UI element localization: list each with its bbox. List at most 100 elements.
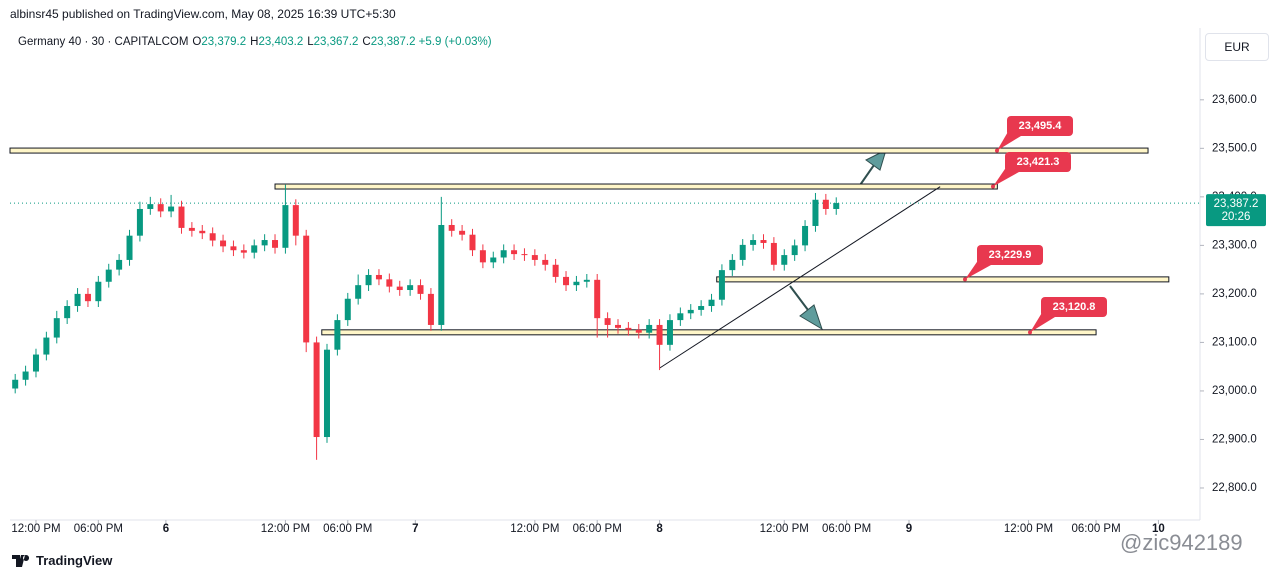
candle-body (573, 281, 580, 286)
level-zone (274, 183, 998, 190)
candle-body (729, 259, 736, 271)
candle-body (698, 306, 705, 310)
x-tick-label: 8 (656, 523, 663, 535)
candle-body (251, 245, 258, 253)
candle-body (718, 270, 725, 300)
candle-body (677, 313, 684, 321)
y-tick-label: 22,800.0 (1212, 482, 1257, 494)
symbol: Germany 40 · 30 · CAPITALCOM (18, 36, 189, 48)
candle-body (188, 227, 195, 231)
x-tick-label: 12:00 PM (510, 523, 559, 535)
candle-body (666, 320, 673, 345)
candle-body (500, 250, 507, 258)
price-badge-label: 23,387.2 (1214, 198, 1259, 210)
candle-body (448, 224, 455, 231)
candle-body (417, 285, 424, 294)
candle-body (220, 240, 227, 247)
x-tick-label: 9 (906, 523, 912, 535)
x-tick-label: 06:00 PM (323, 523, 372, 535)
candle-body (22, 371, 29, 380)
callout-anchor (963, 277, 967, 282)
currency-button[interactable]: EUR (1205, 33, 1269, 61)
x-tick-label: 7 (412, 523, 418, 535)
candle-body (770, 242, 777, 265)
y-tick-label: 23,000.0 (1212, 385, 1257, 397)
x-tick-label: 06:00 PM (822, 523, 871, 535)
candle-body (521, 254, 528, 256)
candle-body (334, 320, 341, 350)
y-tick-label: 22,900.0 (1212, 433, 1257, 445)
callout-label: 23,421.3 (1017, 156, 1060, 168)
candle-body (84, 293, 91, 302)
candle-body (459, 230, 466, 235)
candle-body (355, 285, 362, 299)
candle-body (323, 349, 330, 438)
y-tick-label: 23,200.0 (1212, 288, 1257, 300)
symbol-line: Germany 40 · 30 · CAPITALCOM O23,379.2 H23… (18, 36, 492, 48)
candle-body (105, 269, 112, 282)
y-tick-label: 23,500.0 (1212, 142, 1257, 154)
candle-body (791, 245, 798, 256)
callout-box (1007, 116, 1073, 136)
level-zone (321, 329, 1097, 336)
candle-body (272, 240, 279, 248)
candle-body (833, 203, 840, 209)
callout-box (1041, 297, 1107, 317)
candle-body (292, 205, 299, 236)
candle-body (375, 274, 382, 280)
callout-box (1005, 152, 1071, 172)
candle-body (781, 255, 788, 265)
candle-body (168, 206, 175, 212)
candle-body (635, 329, 642, 333)
candle-body (32, 354, 39, 372)
candle-body (427, 293, 434, 325)
price-badge (1206, 194, 1266, 227)
callout-anchor (1028, 330, 1032, 335)
ohlc-key: C (362, 36, 371, 48)
callout-anchor (991, 184, 995, 189)
candle-body (563, 276, 570, 286)
candle-body (687, 309, 694, 314)
x-tick-label: 12:00 PM (760, 523, 809, 535)
candle-body (261, 240, 268, 246)
callout-anchor (995, 148, 999, 153)
candle-body (531, 255, 538, 260)
callout-label: 23,495.4 (1019, 120, 1063, 132)
candle-body (552, 264, 559, 277)
candle-body (646, 324, 653, 333)
candle-body (53, 318, 60, 338)
candle-body (739, 244, 746, 260)
x-tick-label: 10 (1152, 523, 1165, 535)
candle-body (511, 250, 518, 255)
y-tick-label: 23,300.0 (1212, 239, 1257, 251)
candle-body (282, 205, 289, 248)
candle-body (614, 324, 621, 328)
candle-body (74, 293, 81, 307)
candle-body (365, 274, 372, 286)
level-zone (9, 147, 1149, 154)
ohlc-value: 23,379.2 (201, 36, 247, 48)
x-tick-label: 12:00 PM (261, 523, 310, 535)
change: +5.9 (+0.03%) (418, 36, 492, 48)
candle-body (178, 206, 185, 228)
candle-body (95, 281, 102, 302)
y-tick-label: 23,100.0 (1212, 336, 1257, 348)
callout-label: 23,120.8 (1053, 301, 1096, 313)
candle-body (157, 204, 164, 212)
candle-body (12, 379, 19, 389)
candle-body (199, 230, 206, 234)
candle-body (407, 285, 414, 291)
candle-body (625, 327, 632, 330)
candle-body (656, 324, 663, 345)
x-tick-label: 12:00 PM (1004, 523, 1053, 535)
ohlc-value: 23,387.2 (370, 36, 416, 48)
candle-body (583, 279, 590, 282)
brand-text: TradingView (36, 553, 113, 568)
candle-body (469, 234, 476, 251)
candle-body (136, 208, 143, 236)
publish-info: albinsr45 published on TradingView.com, … (10, 7, 396, 21)
trendline (659, 186, 941, 369)
level-zone (716, 276, 1170, 283)
